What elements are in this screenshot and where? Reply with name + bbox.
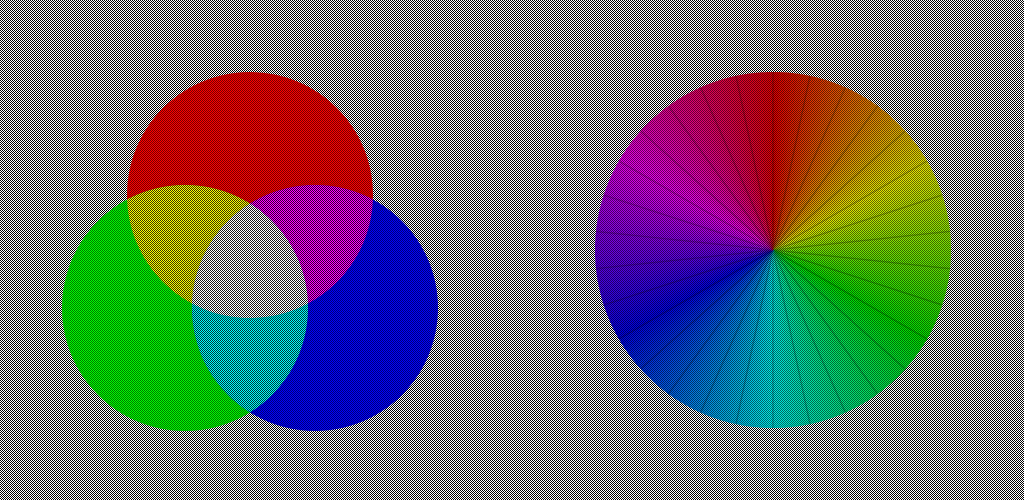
wheel-dither — [595, 72, 951, 428]
blue-dither — [192, 185, 438, 431]
rgb-venn-diagram — [62, 72, 438, 431]
hue-color-wheel — [594, 71, 952, 429]
